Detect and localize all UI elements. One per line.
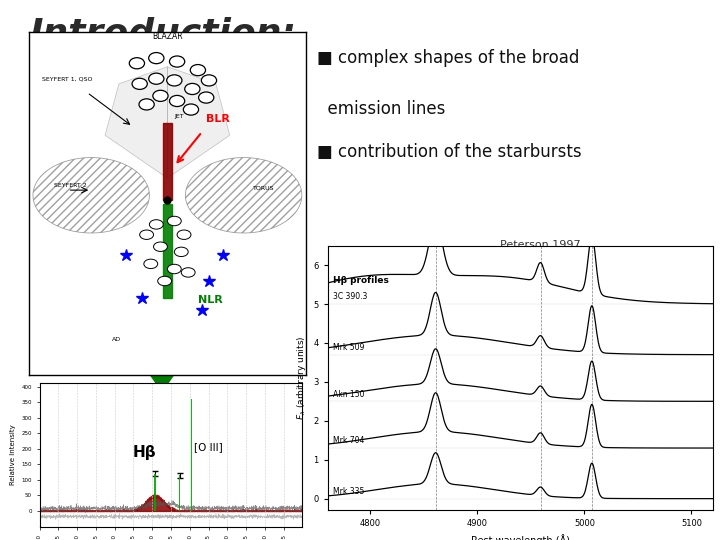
Text: emission lines: emission lines: [317, 100, 445, 118]
Bar: [154, 474, 156, 511]
Polygon shape: [105, 67, 167, 178]
Y-axis label: Relative Intensity: Relative Intensity: [10, 424, 16, 485]
Ellipse shape: [199, 92, 214, 103]
Text: Hβ: Hβ: [132, 444, 156, 460]
Text: NLR: NLR: [198, 295, 222, 305]
Ellipse shape: [190, 65, 205, 76]
Bar: [179, 475, 181, 511]
Text: BLAZAR: BLAZAR: [152, 32, 183, 41]
Ellipse shape: [139, 99, 154, 110]
Ellipse shape: [169, 56, 185, 67]
Ellipse shape: [158, 276, 171, 286]
Ellipse shape: [184, 104, 199, 115]
Ellipse shape: [153, 242, 167, 252]
Text: Akn 150: Akn 150: [333, 390, 364, 399]
Text: Peterson 1997: Peterson 1997: [500, 240, 581, 251]
Ellipse shape: [167, 217, 181, 226]
Ellipse shape: [177, 230, 191, 239]
Text: 3C 390.3: 3C 390.3: [333, 292, 367, 301]
Text: [O III]: [O III]: [194, 442, 222, 453]
Text: BLR: BLR: [206, 113, 230, 124]
Ellipse shape: [144, 259, 158, 268]
Text: SEYFERT 1, QSO: SEYFERT 1, QSO: [42, 76, 93, 82]
Ellipse shape: [169, 96, 185, 106]
Text: Mrk 509: Mrk 509: [333, 343, 364, 352]
Text: JET: JET: [174, 114, 184, 119]
Polygon shape: [167, 67, 230, 178]
Text: Mrk 704: Mrk 704: [333, 436, 364, 446]
Bar: [163, 204, 172, 298]
Text: AD: AD: [112, 337, 121, 342]
Ellipse shape: [167, 75, 182, 86]
Ellipse shape: [140, 230, 153, 239]
Ellipse shape: [153, 90, 168, 102]
Ellipse shape: [149, 73, 164, 84]
Text: Mrk 335: Mrk 335: [333, 487, 364, 496]
Text: ■ contribution of the starbursts: ■ contribution of the starbursts: [317, 143, 582, 161]
Y-axis label: $F_\lambda$ (arbitrary units): $F_\lambda$ (arbitrary units): [294, 336, 307, 420]
Text: Hβ profiles: Hβ profiles: [333, 275, 389, 285]
Text: ■ complex shapes of the broad: ■ complex shapes of the broad: [317, 49, 579, 66]
Ellipse shape: [167, 264, 181, 274]
Ellipse shape: [149, 52, 164, 64]
Ellipse shape: [149, 220, 163, 229]
Ellipse shape: [185, 83, 200, 94]
Ellipse shape: [130, 58, 145, 69]
Text: Introduction:: Introduction:: [29, 16, 296, 50]
Ellipse shape: [174, 247, 188, 256]
Bar: [191, 399, 192, 511]
Text: SEYFERT 2: SEYFERT 2: [54, 183, 86, 188]
Ellipse shape: [202, 75, 217, 86]
FancyArrow shape: [147, 292, 177, 392]
Bar: [163, 123, 172, 200]
X-axis label: Rest wavelength (Å): Rest wavelength (Å): [471, 534, 570, 540]
Ellipse shape: [181, 268, 195, 277]
Text: TORUS: TORUS: [253, 186, 275, 191]
Ellipse shape: [132, 78, 148, 90]
